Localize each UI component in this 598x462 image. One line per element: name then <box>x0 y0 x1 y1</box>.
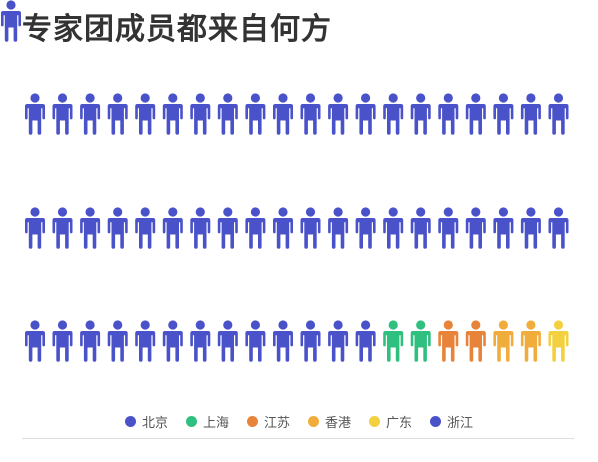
person-icon <box>493 93 514 135</box>
person-icon <box>438 207 459 249</box>
legend-dot <box>308 416 319 427</box>
legend-item[interactable]: 浙江 <box>430 412 473 431</box>
legend-item[interactable]: 香港 <box>308 412 351 431</box>
person-icon <box>548 93 569 135</box>
legend-label: 香港 <box>325 416 352 431</box>
person-icon <box>25 320 45 362</box>
person-icon <box>328 207 349 249</box>
person-icon <box>52 207 73 249</box>
person-icon <box>383 320 404 362</box>
person-icon <box>190 207 211 249</box>
legend-label: 上海 <box>202 416 229 431</box>
person-icon <box>25 93 45 135</box>
person-icon <box>410 93 431 135</box>
person-icon <box>273 93 293 135</box>
person-icon <box>438 320 459 362</box>
person-icon <box>300 320 321 362</box>
pictograph-chart <box>1 0 569 362</box>
legend-dot <box>185 416 197 427</box>
legend-item[interactable]: 江苏 <box>246 412 290 431</box>
chart-legend: 北京 上海 江苏 香港 广东 浙江 <box>0 412 598 431</box>
legend-label: 浙江 <box>447 416 474 431</box>
person-icon <box>548 207 569 249</box>
person-icon <box>162 93 183 135</box>
person-icon <box>80 320 101 362</box>
person-icon <box>520 207 541 249</box>
legend-dot <box>246 416 258 427</box>
person-icon <box>520 320 541 362</box>
legend-item[interactable]: 北京 <box>124 412 168 431</box>
person-icon <box>80 93 101 135</box>
legend-dot <box>124 416 136 427</box>
person-icon <box>273 207 293 249</box>
legend-dot <box>369 416 381 427</box>
person-icon <box>162 320 183 362</box>
person-icon <box>328 320 349 362</box>
person-icon <box>493 207 514 249</box>
person-icon <box>135 207 156 249</box>
person-icon <box>465 207 486 249</box>
chart-title: 专家团成员都来自何方 <box>22 12 332 47</box>
person-icon <box>383 207 404 249</box>
person-icon <box>465 320 486 362</box>
person-icon <box>328 93 349 135</box>
person-icon <box>80 207 101 249</box>
person-icon <box>355 320 376 362</box>
person-icon <box>1 0 21 42</box>
person-icon <box>217 93 238 135</box>
legend-dot <box>430 416 442 427</box>
person-icon <box>300 93 321 135</box>
person-icon <box>162 207 183 249</box>
person-icon <box>52 320 73 362</box>
person-icon <box>135 93 156 135</box>
legend-label: 江苏 <box>263 416 290 431</box>
person-icon <box>273 320 293 362</box>
legend-label: 北京 <box>141 416 168 431</box>
person-icon <box>355 93 376 135</box>
person-icon <box>245 320 266 362</box>
person-icon <box>300 207 321 249</box>
divider <box>22 438 574 439</box>
person-icon <box>245 207 266 249</box>
legend-item[interactable]: 广东 <box>369 412 412 431</box>
person-icon <box>25 207 45 249</box>
person-icon <box>52 93 73 135</box>
person-icon <box>135 320 156 362</box>
person-icon <box>217 207 238 249</box>
person-icon <box>383 93 404 135</box>
legend-item[interactable]: 上海 <box>185 412 229 431</box>
person-icon <box>493 320 514 362</box>
person-icon <box>410 320 431 362</box>
person-icon <box>438 93 459 135</box>
person-icon <box>107 320 128 362</box>
person-icon <box>217 320 238 362</box>
person-icon <box>107 93 128 135</box>
person-icon <box>107 207 128 249</box>
person-icon <box>465 93 486 135</box>
person-icon <box>245 93 266 135</box>
person-icon <box>410 207 431 249</box>
person-icon <box>520 93 541 135</box>
person-icon <box>355 207 376 249</box>
person-icon <box>190 320 211 362</box>
person-icon <box>190 93 211 135</box>
person-icon <box>548 320 569 362</box>
legend-label: 广东 <box>386 416 413 431</box>
